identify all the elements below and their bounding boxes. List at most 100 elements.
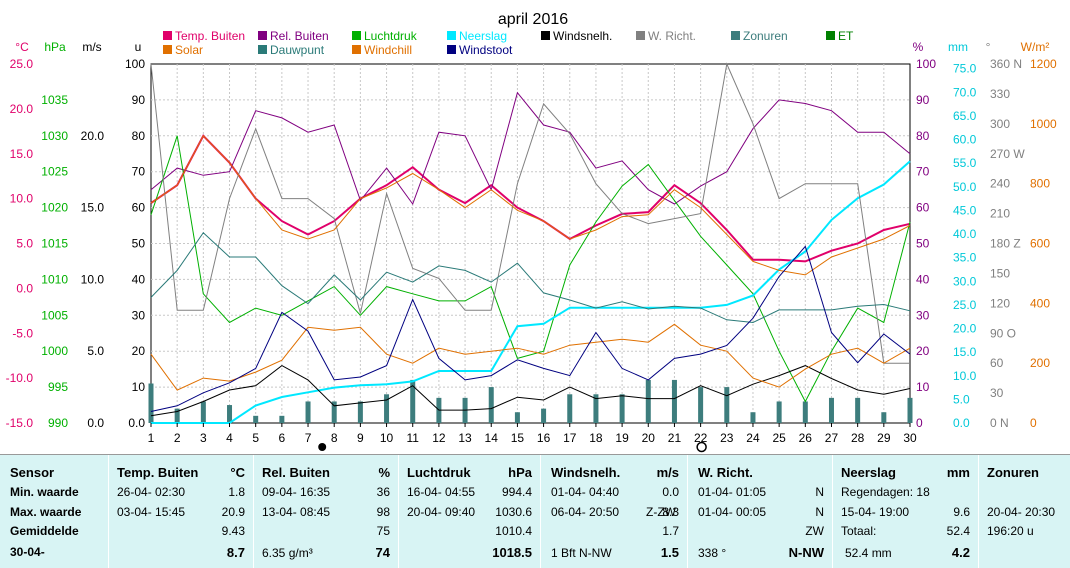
pct-tick-label: 20	[916, 344, 930, 358]
zonuren-bar	[148, 383, 154, 423]
legend-label: Rel. Buiten	[270, 29, 329, 43]
x-tick-label: 3	[200, 431, 207, 445]
hpa-tick-label: 990	[48, 416, 68, 430]
legend-label: Windstoot	[459, 43, 513, 57]
celsius-tick-label: -15.0	[6, 416, 34, 430]
deg-tick-label: 270 W	[990, 147, 1025, 161]
hum-title: Rel. Buiten	[262, 465, 330, 480]
mm-axis-unit: mm	[948, 40, 968, 54]
zonuren-bar	[619, 394, 625, 423]
x-tick-label: 7	[305, 431, 312, 445]
x-tick-label: 17	[563, 431, 577, 445]
dir-current: N-NW	[788, 545, 824, 560]
hum-current: 74	[375, 545, 390, 560]
wind-title: Windsnelh.	[551, 465, 621, 480]
x-tick-label: 29	[877, 431, 891, 445]
deg-tick-label: 300	[990, 117, 1010, 131]
wm2-tick-label: 800	[1030, 177, 1050, 191]
press-current: 1018.5	[492, 545, 532, 560]
x-tick-label: 27	[825, 431, 839, 445]
zonuren-bar	[384, 394, 390, 423]
x-tick-label: 19	[615, 431, 629, 445]
x-tick-label: 16	[537, 431, 551, 445]
hpa-tick-label: 1025	[41, 165, 68, 179]
sun-max-time: 20-04- 20:30	[987, 505, 1056, 519]
wm2-tick-label: 400	[1030, 296, 1050, 310]
pct-axis-unit: %	[913, 40, 924, 54]
hpa-tick-label: 1010	[41, 272, 68, 286]
hum-avg: 75	[376, 524, 390, 538]
celsius-tick-label: -5.0	[12, 326, 33, 340]
pct-tick-label: 0	[916, 416, 923, 430]
temp-min: 1.8	[228, 485, 245, 499]
u-tick-label: 20	[132, 344, 146, 358]
wm2-tick-label: 1200	[1030, 57, 1057, 71]
zonuren-bar	[357, 401, 363, 423]
wind-min-time: 01-04- 04:40	[551, 485, 620, 499]
zonuren-bar	[776, 401, 782, 423]
zonuren-bar	[200, 401, 206, 423]
mm-tick-label: 45.0	[953, 203, 977, 217]
temp-max-time: 03-04- 15:45	[117, 505, 186, 519]
u-tick-label: 0.0	[128, 416, 145, 430]
press-max-time: 20-04- 09:40	[407, 505, 476, 519]
deg-tick-label: 60	[990, 356, 1004, 370]
x-tick-label: 6	[279, 431, 286, 445]
u-tick-label: 30	[132, 308, 146, 322]
celsius-tick-label: 10.0	[10, 192, 34, 206]
dir-col: W. Richt. 01-04- 01:05 N 01-04- 00:05 N …	[688, 455, 833, 568]
mm-tick-label: 30.0	[953, 274, 977, 288]
legend-label: Solar	[175, 43, 203, 57]
mm-tick-label: 25.0	[953, 298, 977, 312]
zonuren-bar	[331, 401, 337, 423]
x-tick-label: 18	[589, 431, 603, 445]
wind-avg: 1.7	[662, 524, 679, 538]
zonuren-bar	[514, 412, 520, 423]
row-labels-col: Sensor Min. waarde Max. waarde Gemiddeld…	[0, 455, 109, 568]
u-axis-unit: u	[135, 40, 142, 54]
mm-tick-label: 0.0	[953, 416, 970, 430]
press-unit: hPa	[508, 465, 532, 480]
new-moon-icon	[696, 441, 707, 453]
dir-avg: ZW	[805, 524, 824, 538]
zonuren-bar	[671, 379, 677, 423]
wind-max-dir: Z-ZW	[646, 505, 676, 519]
full-moon-icon	[318, 443, 327, 451]
pct-tick-label: 80	[916, 129, 930, 143]
legend-swatch	[258, 31, 267, 40]
deg-tick-label: 120	[990, 296, 1010, 310]
deg-tick-label: 180 Z	[990, 237, 1021, 251]
rain-unit: mm	[946, 465, 970, 480]
x-tick-label: 4	[226, 431, 233, 445]
legend-label: ET	[838, 29, 854, 43]
wind-current: 1.5	[660, 545, 679, 560]
legend-swatch	[352, 31, 361, 40]
mm-tick-label: 55.0	[953, 156, 977, 170]
x-tick-label: 25	[772, 431, 786, 445]
mm-tick-label: 75.0	[953, 62, 977, 76]
temp-min-time: 26-04- 02:30	[117, 485, 186, 499]
dir-degrees: 338 °	[698, 546, 727, 560]
pct-tick-label: 90	[916, 93, 930, 107]
row-label-avg: Gemiddelde	[10, 524, 79, 538]
u-tick-label: 90	[132, 93, 146, 107]
chart-title: april 2016	[498, 11, 568, 28]
x-tick-label: 5	[252, 431, 259, 445]
hum-max-time: 13-04- 08:45	[262, 505, 331, 519]
x-tick-label: 14	[485, 431, 499, 445]
ms-tick-label: 15.0	[81, 201, 105, 215]
mm-tick-label: 15.0	[953, 345, 977, 359]
celsius-tick-label: 25.0	[10, 57, 34, 71]
legend-swatch	[731, 31, 740, 40]
deg-tick-label: 90 O	[990, 326, 1016, 340]
legend-label: Luchtdruk	[364, 29, 418, 43]
mm-tick-label: 50.0	[953, 180, 977, 194]
legend-label: Zonuren	[743, 29, 788, 43]
legend-swatch	[636, 31, 645, 40]
legend-swatch	[541, 31, 550, 40]
rain-days: Regendagen: 18	[841, 485, 930, 499]
legend-swatch	[826, 31, 835, 40]
zonuren-bar	[253, 415, 259, 423]
series-line	[150, 245, 911, 412]
pct-tick-label: 60	[916, 201, 930, 215]
